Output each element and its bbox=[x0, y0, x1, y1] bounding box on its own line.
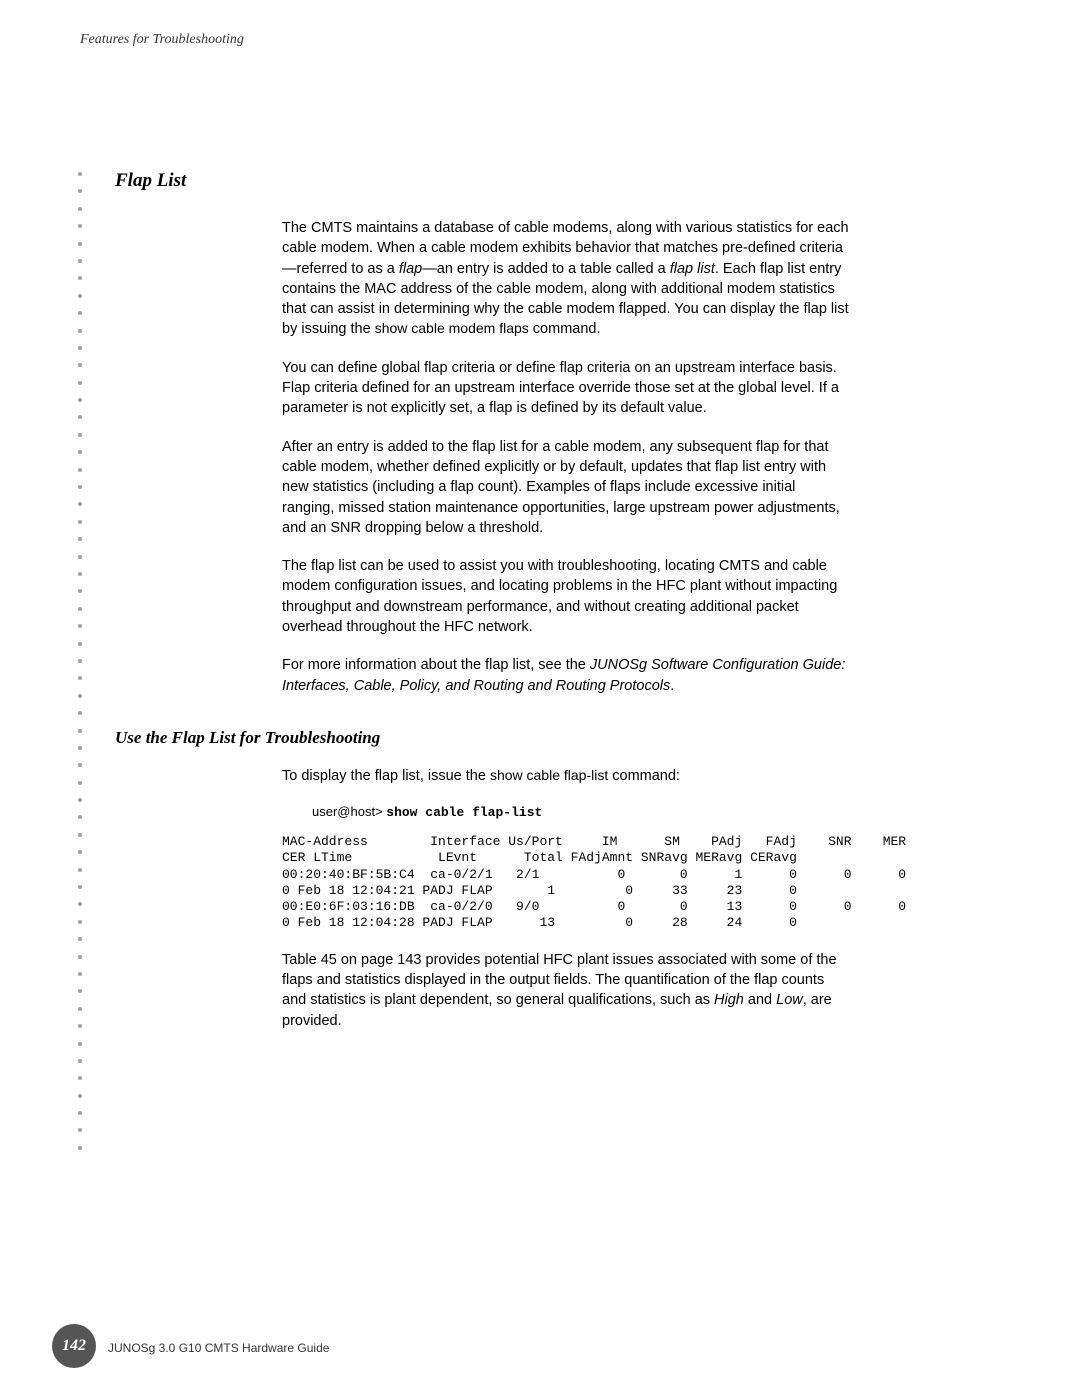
dot bbox=[78, 555, 82, 559]
dot bbox=[78, 1146, 82, 1150]
dot bbox=[78, 815, 82, 819]
dot bbox=[78, 763, 82, 767]
dot bbox=[78, 398, 82, 402]
dot bbox=[78, 502, 82, 506]
dot bbox=[78, 1024, 82, 1028]
subsection-title: Use the Flap List for Troubleshooting bbox=[115, 728, 850, 748]
dot bbox=[78, 885, 82, 889]
main-content: Flap List The CMTS maintains a database … bbox=[115, 170, 850, 1049]
dot bbox=[78, 450, 82, 454]
command-prompt-line: user@host> show cable flap-list bbox=[312, 804, 850, 820]
dot bbox=[78, 520, 82, 524]
dot bbox=[78, 572, 82, 576]
dot bbox=[78, 224, 82, 228]
decorative-dots bbox=[78, 172, 82, 1150]
p7-high: High bbox=[714, 992, 744, 1008]
dot bbox=[78, 259, 82, 263]
paragraph-6: To display the flap list, issue the show… bbox=[282, 766, 850, 786]
dot bbox=[78, 189, 82, 193]
dot bbox=[78, 607, 82, 611]
dot bbox=[78, 850, 82, 854]
p6-text-a: To display the flap list, issue the bbox=[282, 768, 490, 784]
dot bbox=[78, 746, 82, 750]
p1-flaplist: flap list bbox=[670, 261, 715, 277]
page-number: 142 bbox=[52, 1324, 96, 1368]
dot bbox=[78, 972, 82, 976]
dot bbox=[78, 676, 82, 680]
dot bbox=[78, 920, 82, 924]
terminal-output: MAC-Address Interface Us/Port IM SM PAdj… bbox=[282, 834, 850, 932]
dot bbox=[78, 276, 82, 280]
paragraph-3: After an entry is added to the flap list… bbox=[282, 437, 850, 538]
page-header: Features for Troubleshooting bbox=[80, 32, 244, 48]
dot bbox=[78, 694, 82, 698]
dot bbox=[78, 537, 82, 541]
dot bbox=[78, 329, 82, 333]
dot bbox=[78, 624, 82, 628]
dot bbox=[78, 1076, 82, 1080]
dot bbox=[78, 311, 82, 315]
page-footer: JUNOSg 3.0 G10 CMTS Hardware Guide bbox=[108, 1341, 329, 1355]
dot bbox=[78, 659, 82, 663]
paragraph-4: The flap list can be used to assist you … bbox=[282, 556, 850, 637]
p6-cmd: show cable flap-list bbox=[490, 767, 608, 783]
dot bbox=[78, 711, 82, 715]
dot bbox=[78, 468, 82, 472]
body-text-block-2: To display the flap list, issue the show… bbox=[282, 766, 850, 786]
dot bbox=[78, 1059, 82, 1063]
dot bbox=[78, 989, 82, 993]
dot bbox=[78, 433, 82, 437]
p5-text-a: For more information about the flap list… bbox=[282, 657, 590, 673]
dot bbox=[78, 798, 82, 802]
paragraph-7: Table 45 on page 143 provides potential … bbox=[282, 950, 850, 1031]
dot bbox=[78, 1094, 82, 1098]
dot bbox=[78, 172, 82, 176]
paragraph-1: The CMTS maintains a database of cable m… bbox=[282, 218, 850, 340]
paragraph-5: For more information about the flap list… bbox=[282, 655, 850, 696]
dot bbox=[78, 294, 82, 298]
prompt-text: user@host> bbox=[312, 804, 386, 819]
p1-text-b: —an entry is added to a table called a bbox=[422, 261, 669, 277]
p6-text-b: command: bbox=[608, 768, 680, 784]
dot bbox=[78, 955, 82, 959]
p7-low: Low bbox=[776, 992, 803, 1008]
dot bbox=[78, 346, 82, 350]
paragraph-2: You can define global flap criteria or d… bbox=[282, 358, 850, 419]
dot bbox=[78, 589, 82, 593]
dot bbox=[78, 485, 82, 489]
dot bbox=[78, 415, 82, 419]
p1-cmd: show cable modem flaps bbox=[375, 320, 529, 336]
dot bbox=[78, 781, 82, 785]
dot bbox=[78, 1111, 82, 1115]
p5-text-b: . bbox=[670, 678, 674, 694]
p1-text-d: command. bbox=[529, 321, 601, 337]
p1-flap: flap bbox=[399, 261, 422, 277]
section-title: Flap List bbox=[115, 170, 850, 192]
dot bbox=[78, 833, 82, 837]
dot bbox=[78, 1042, 82, 1046]
dot bbox=[78, 363, 82, 367]
dot bbox=[78, 1007, 82, 1011]
dot bbox=[78, 729, 82, 733]
dot bbox=[78, 642, 82, 646]
dot bbox=[78, 381, 82, 385]
body-text-block-3: Table 45 on page 143 provides potential … bbox=[282, 950, 850, 1031]
dot bbox=[78, 1128, 82, 1132]
dot bbox=[78, 242, 82, 246]
body-text-block: The CMTS maintains a database of cable m… bbox=[282, 218, 850, 696]
dot bbox=[78, 207, 82, 211]
prompt-command: show cable flap-list bbox=[386, 805, 542, 820]
dot bbox=[78, 937, 82, 941]
dot bbox=[78, 902, 82, 906]
p7-text-b: and bbox=[744, 992, 776, 1008]
dot bbox=[78, 868, 82, 872]
